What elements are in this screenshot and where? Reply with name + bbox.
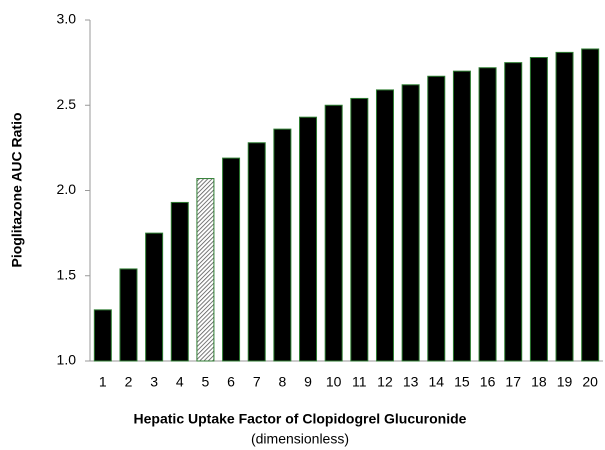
x-tick-label: 6: [227, 374, 235, 390]
y-tick-label: 3.0: [57, 11, 77, 27]
bar: [170, 201, 189, 362]
bar: [145, 232, 164, 362]
bar: [119, 268, 138, 362]
x-axis-subtitle: (dimensionless): [251, 431, 349, 447]
bar: [247, 142, 266, 362]
bar: [375, 89, 394, 362]
bar: [350, 97, 369, 362]
x-tick-label: 19: [557, 374, 573, 390]
bar: [529, 57, 548, 362]
bar: [478, 67, 497, 362]
x-tick-label: 10: [326, 374, 342, 390]
bar: [401, 84, 420, 362]
bar: [555, 51, 574, 362]
bar: [504, 62, 523, 362]
x-tick-label: 7: [253, 374, 261, 390]
y-axis-title: Pioglitazone AUC Ratio: [9, 112, 25, 267]
bar: [222, 157, 241, 362]
y-tick-label: 1.5: [57, 266, 77, 282]
bar: [452, 70, 471, 362]
x-tick-label: 3: [150, 374, 158, 390]
x-tick-label: 13: [403, 374, 419, 390]
x-tick-label: 16: [480, 374, 496, 390]
bar: [299, 116, 318, 362]
bar: [273, 128, 292, 362]
x-tick-label: 2: [125, 374, 133, 390]
x-tick-label: 15: [454, 374, 470, 390]
x-tick-label: 5: [202, 374, 210, 390]
x-tick-label: 18: [531, 374, 547, 390]
bar: [581, 48, 600, 362]
x-tick-label: 17: [505, 374, 521, 390]
y-tick-label: 1.0: [57, 352, 77, 368]
x-tick-label: 1: [99, 374, 107, 390]
bar: [427, 75, 446, 362]
x-tick-label: 20: [582, 374, 598, 390]
x-tick-label: 4: [176, 374, 184, 390]
x-tick-label: 9: [304, 374, 312, 390]
x-axis-title: Hepatic Uptake Factor of Clopidogrel Glu…: [134, 411, 467, 427]
x-tick-label: 14: [428, 374, 444, 390]
x-tick-label: 12: [377, 374, 393, 390]
x-tick-label: 8: [278, 374, 286, 390]
bar: [93, 309, 112, 362]
x-tick-label: 11: [352, 374, 367, 390]
y-tick-label: 2.0: [57, 181, 77, 197]
bar: [196, 178, 215, 362]
bar: [324, 104, 343, 362]
y-tick-label: 2.5: [57, 96, 77, 112]
